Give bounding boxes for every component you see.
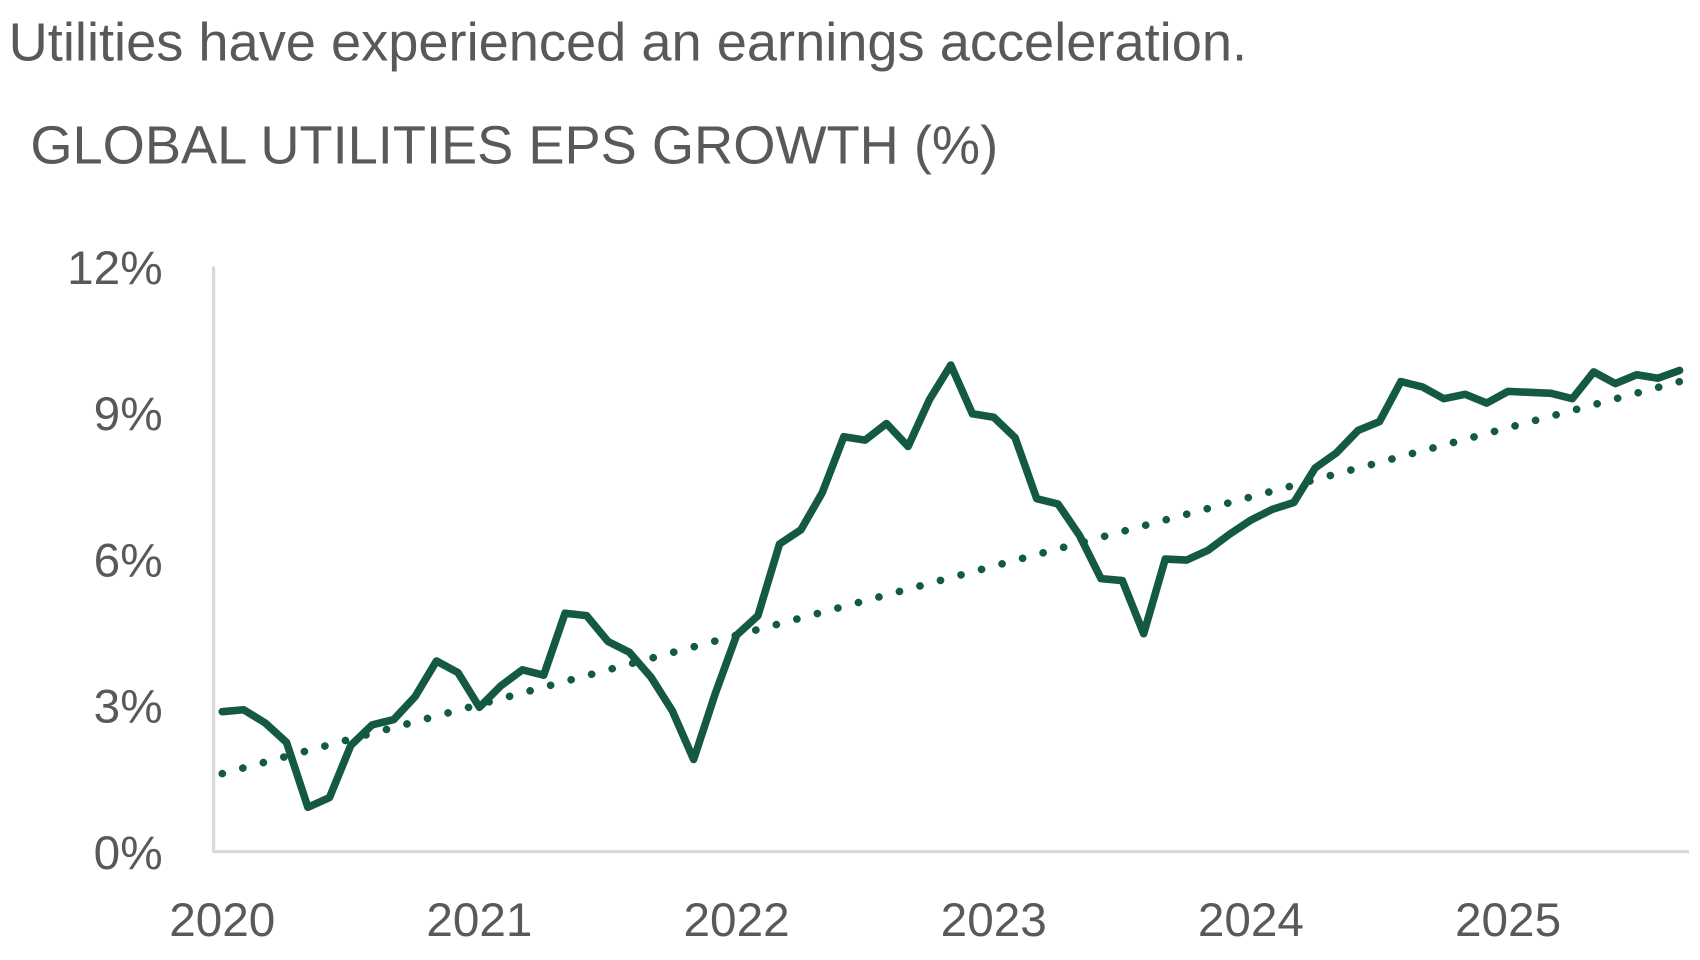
y-tick-label: 12% [67, 242, 162, 295]
chart-subtitle: GLOBAL UTILITIES EPS GROWTH (%) [30, 116, 998, 176]
y-tick-label: 3% [94, 681, 163, 734]
y-tick-label: 9% [94, 388, 163, 441]
data-line [218, 361, 1684, 812]
y-tick-label: 0% [94, 827, 163, 880]
chart-title: Utilities have experienced an earnings a… [9, 13, 1247, 73]
x-tick-label: 2023 [941, 894, 1047, 947]
x-tick-label: 2020 [169, 894, 275, 947]
x-tick-label: 2022 [684, 894, 790, 947]
trend-line [218, 377, 1684, 778]
x-tick-label: 2025 [1455, 894, 1561, 947]
y-tick-label: 6% [94, 534, 163, 587]
x-tick-label: 2024 [1198, 894, 1304, 947]
x-tick-label: 2021 [426, 894, 532, 947]
